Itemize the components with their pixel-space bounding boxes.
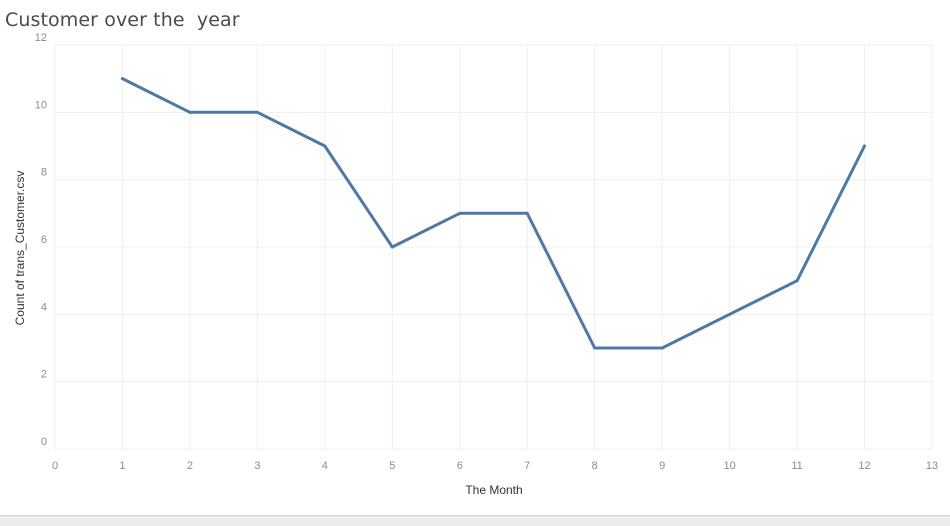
x-tick-label: 9 [659, 460, 665, 472]
data-point [593, 346, 597, 350]
x-tick-label: 4 [322, 460, 328, 472]
data-point [863, 144, 867, 148]
data-point [795, 279, 799, 283]
data-point [255, 110, 259, 114]
data-point [458, 211, 462, 215]
y-tick-label: 8 [41, 167, 47, 179]
y-tick-label: 0 [41, 436, 47, 448]
y-axis-ticks: 0 2 4 6 8 10 12 [35, 32, 47, 448]
x-tick-label: 2 [187, 460, 193, 472]
x-tick-label: 12 [858, 460, 870, 472]
x-tick-label: 3 [254, 460, 260, 472]
x-tick-label: 8 [592, 460, 598, 472]
footer-bar [0, 515, 950, 526]
series-line [121, 77, 866, 350]
x-tick-label: 7 [524, 460, 530, 472]
x-tick-label: 11 [791, 460, 802, 472]
data-point [120, 77, 124, 81]
y-tick-label: 10 [35, 99, 47, 111]
data-point [323, 144, 327, 148]
x-tick-label: 13 [926, 460, 938, 472]
y-tick-label: 4 [41, 301, 47, 313]
data-point [390, 245, 394, 249]
data-point [728, 312, 732, 316]
data-point [525, 211, 529, 215]
x-tick-label: 1 [119, 460, 125, 472]
x-tick-label: 5 [389, 460, 395, 472]
x-axis-title: The Month [465, 483, 522, 497]
chart-title: Customer over the year [5, 9, 240, 31]
y-axis-title: Count of trans_Customer.csv [13, 171, 27, 326]
grid-lines [54, 44, 933, 450]
x-tick-label: 10 [723, 460, 735, 472]
data-point [660, 346, 664, 350]
series-layer [120, 77, 867, 350]
y-tick-label: 2 [41, 369, 47, 381]
x-axis-ticks: 0 1 2 3 4 5 6 7 8 9 10 11 12 13 [52, 460, 938, 472]
x-tick-label: 6 [457, 460, 463, 472]
x-tick-label: 0 [52, 460, 58, 472]
y-tick-label: 12 [35, 32, 47, 44]
data-point [188, 110, 192, 114]
y-tick-label: 6 [41, 234, 47, 246]
